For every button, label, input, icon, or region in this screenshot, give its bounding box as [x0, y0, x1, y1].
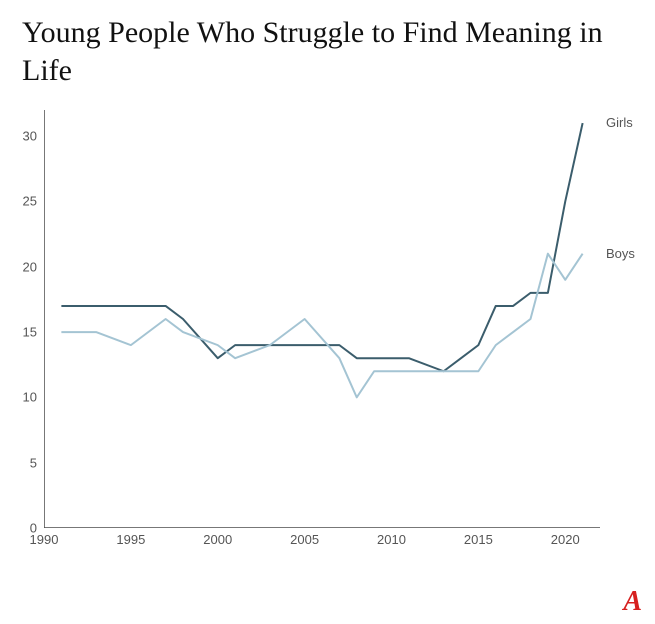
y-tick-label: 10	[7, 390, 37, 405]
x-tick-label: 2000	[203, 532, 232, 547]
series-line-girls	[61, 123, 582, 371]
series-label-boys: Boys	[606, 246, 635, 261]
chart-title: Young People Who Struggle to Find Meanin…	[0, 0, 655, 89]
y-tick-label: 15	[7, 325, 37, 340]
x-tick-label: 2010	[377, 532, 406, 547]
chart-container: 051015202530 199019952000200520102015202…	[0, 100, 655, 570]
x-tick-label: 2020	[551, 532, 580, 547]
y-tick-label: 20	[7, 259, 37, 274]
publisher-logo: A	[623, 586, 641, 618]
x-tick-label: 1995	[116, 532, 145, 547]
y-tick-label: 25	[7, 194, 37, 209]
y-tick-label: 5	[7, 455, 37, 470]
x-tick-label: 1990	[30, 532, 59, 547]
x-tick-label: 2015	[464, 532, 493, 547]
series-line-boys	[61, 254, 582, 398]
x-tick-label: 2005	[290, 532, 319, 547]
y-tick-label: 30	[7, 129, 37, 144]
series-label-girls: Girls	[606, 115, 633, 130]
chart-plot	[44, 110, 600, 528]
